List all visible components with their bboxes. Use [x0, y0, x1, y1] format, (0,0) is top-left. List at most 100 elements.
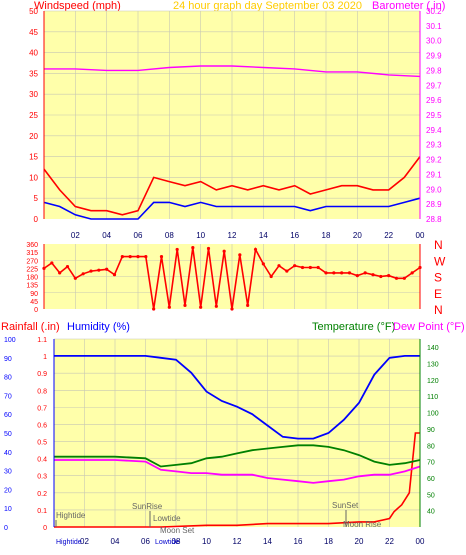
- wind-direction-point: [363, 271, 367, 275]
- direction-tick-label: 90: [30, 291, 38, 298]
- x-tick-label: 00: [416, 537, 425, 546]
- x-tick-label: 20: [355, 537, 364, 546]
- barometer-tick-label: 28.9: [426, 200, 442, 209]
- wind-direction-point: [81, 272, 85, 276]
- wind-direction-point: [152, 307, 156, 311]
- moonrise-marker: Moon Rise: [343, 520, 382, 529]
- wind-direction-point: [191, 246, 195, 250]
- rainfall-tick-label: 0.6: [37, 422, 47, 429]
- temperature-tick-label: 100: [427, 411, 439, 418]
- x-tick-label: 04: [102, 231, 111, 240]
- x-tick-label: 12: [233, 537, 242, 546]
- rainfall-tick-label: 0.5: [37, 440, 47, 447]
- x-tick-label: 02: [71, 231, 80, 240]
- wind-direction-point: [308, 265, 312, 270]
- wind-direction-point: [246, 303, 250, 307]
- wind-baro-series: [43, 65, 421, 220]
- humidity-tick-label: 100: [4, 337, 16, 344]
- wind-direction-point: [206, 246, 211, 251]
- windspeed-axis-label: Windspeed (mph): [34, 0, 121, 12]
- humidity-tick-label: 80: [4, 375, 12, 382]
- rainfall-tick-label: 0.1: [37, 508, 47, 515]
- wind-direction-point: [97, 268, 101, 272]
- barometer-tick-label: 30.1: [426, 22, 442, 31]
- direction-tick-label: 315: [26, 250, 38, 257]
- humidity-axis-label: Humidity (%): [67, 321, 130, 333]
- direction-series: [42, 246, 422, 311]
- hightide-bottom-label: Hightide: [56, 539, 82, 546]
- rainfall-tick-label: 0: [43, 525, 47, 532]
- x-tick-label: 08: [172, 537, 181, 546]
- windspeed-tick-label: 45: [29, 28, 38, 37]
- temp-hum-grid: [54, 338, 420, 527]
- x-tick-label: 10: [196, 231, 205, 240]
- humidity-tick-label: 30: [4, 469, 12, 476]
- x-tick-label: 06: [141, 537, 150, 546]
- x-tick-label: 20: [353, 231, 362, 240]
- wind-gust-line: [43, 156, 421, 216]
- barometer-tick-label: 29.6: [426, 96, 442, 105]
- temperature-tick-label: 60: [427, 476, 435, 483]
- wind-direction-point: [144, 255, 148, 259]
- wind-direction-point: [175, 247, 179, 252]
- x-tick-label: 14: [263, 537, 272, 546]
- wind-direction-point: [120, 255, 124, 259]
- direction-tick-label: 0: [34, 307, 38, 314]
- barometer-ticks: 28.8 28.9 29.0 29.1 29.2 29.3 29.4 29.5 29.6 29.7…: [426, 7, 442, 224]
- temperature-tick-label: 70: [427, 460, 435, 467]
- x-tick-label: 12: [228, 231, 237, 240]
- x-tick-label: 06: [134, 231, 143, 240]
- x-tick-label: 22: [385, 537, 394, 546]
- windspeed-tick-label: 50: [29, 7, 38, 16]
- wind-direction-point: [394, 276, 399, 280]
- rainfall-tick-label: 0.2: [37, 491, 47, 498]
- wind-direction-point: [50, 261, 54, 265]
- dewpoint-line: [54, 459, 421, 484]
- lowtide-marker: Lowtide: [153, 514, 181, 523]
- wind-direction-point: [324, 271, 328, 275]
- direction-tick-label: 180: [26, 275, 38, 282]
- x-tick-label: 18: [324, 537, 333, 546]
- wind-direction-point: [340, 271, 344, 275]
- wind-direction-point: [105, 267, 109, 271]
- humidity-tick-label: 50: [4, 431, 12, 438]
- humidity-tick-label: 0: [4, 525, 8, 532]
- wind-direction-point: [316, 265, 320, 270]
- wind-direction-point: [332, 271, 336, 275]
- windspeed-tick-label: 10: [29, 173, 38, 182]
- rainfall-tick-label: 1.1: [37, 337, 47, 344]
- barometer-tick-label: 29.8: [426, 66, 442, 75]
- x-tick-label: 22: [384, 231, 393, 240]
- windspeed-tick-label: 0: [34, 215, 39, 224]
- temperature-tick-label: 90: [427, 427, 435, 434]
- rainfall-tick-label: 0.7: [37, 405, 47, 412]
- wind-direction-point: [58, 271, 62, 275]
- humidity-tick-label: 70: [4, 393, 12, 400]
- wind-direction-point: [379, 274, 383, 279]
- wind-direction-point: [238, 253, 242, 257]
- humidity-tick-label: 10: [4, 506, 12, 513]
- humidity-tick-label: 60: [4, 412, 12, 419]
- barometer-tick-label: 29.4: [426, 126, 442, 135]
- wind-direction-point: [183, 303, 187, 307]
- direction-tick-label: 270: [26, 258, 38, 265]
- x-tick-label: 08: [165, 231, 174, 240]
- barometer-tick-label: 29.7: [426, 81, 442, 90]
- direction-tick-label: 360: [26, 242, 38, 249]
- humidity-tick-label: 90: [4, 356, 12, 363]
- temp-hum-series: [54, 354, 421, 528]
- wind-direction-point: [347, 271, 352, 275]
- humidity-ticks: 0 10 20 30 40 50 60 70 80 90 100: [4, 337, 16, 532]
- temperature-axis-label: Temperature (°F): [312, 321, 395, 333]
- rainfall-tick-label: 1: [43, 354, 47, 361]
- humidity-tick-label: 20: [4, 487, 12, 494]
- direction-grid: [44, 244, 420, 309]
- wind-direction-point: [73, 276, 77, 280]
- barometer-tick-label: 29.0: [426, 185, 442, 194]
- rainfall-tick-label: 0.4: [37, 457, 47, 464]
- sunset-marker: SunSet: [332, 501, 359, 510]
- compass-label: N: [434, 238, 443, 252]
- wind-direction-point: [285, 269, 289, 273]
- wind-direction-point: [261, 262, 265, 266]
